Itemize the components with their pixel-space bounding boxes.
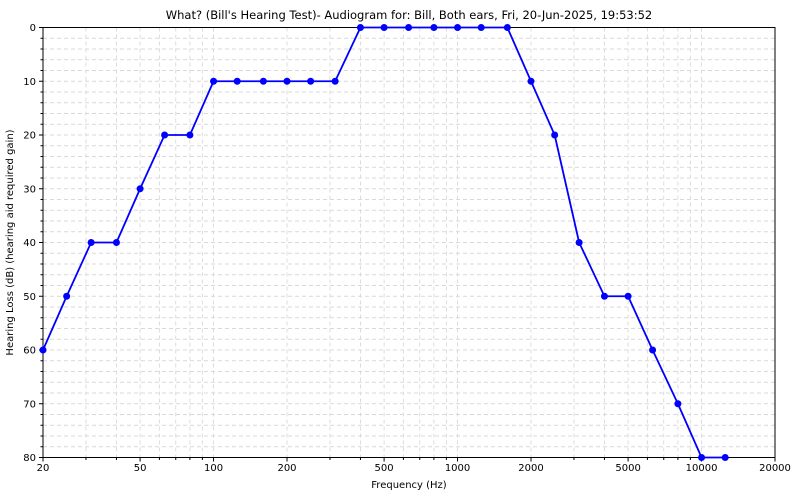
data-point-marker — [39, 346, 47, 354]
data-point-marker — [674, 400, 682, 408]
data-point-marker — [210, 77, 218, 85]
axes: 20 50 100 200 500 1000 2000 5000 10000 20000 0 10 20… — [23, 23, 791, 474]
y-tick-label: 20 — [23, 131, 36, 142]
data-point-marker — [624, 292, 632, 300]
y-tick-label: 60 — [23, 346, 36, 357]
y-axis-label: Hearing Loss (dB) (hearing aid required … — [5, 129, 16, 355]
data-point-marker — [698, 454, 706, 461]
data-point-marker — [307, 77, 315, 85]
data-point-marker — [161, 131, 169, 139]
x-tick-label: 1000 — [445, 463, 470, 474]
data-point-marker — [649, 346, 657, 354]
y-tick-label: 70 — [23, 399, 36, 410]
data-point-marker — [405, 24, 413, 31]
data-point-marker — [503, 24, 511, 31]
x-tick-label: 200 — [277, 463, 296, 474]
data-point-marker — [233, 77, 241, 85]
data-point-marker — [356, 24, 364, 31]
y-tick-label: 80 — [23, 453, 36, 464]
y-tick-label: 50 — [23, 292, 36, 303]
x-tick-label: 50 — [134, 463, 147, 474]
data-point-marker — [600, 292, 608, 300]
data-point-marker — [87, 239, 95, 246]
x-tick-label: 5000 — [615, 463, 640, 474]
y-tick-label: 10 — [23, 77, 36, 88]
data-point-marker — [721, 454, 729, 461]
data-point-marker — [112, 239, 120, 246]
y-tick-label: 40 — [23, 238, 36, 249]
data-point-marker — [283, 77, 291, 85]
x-tick-label: 500 — [375, 463, 394, 474]
data-point-marker — [477, 24, 485, 31]
x-axis-label: Frequency (Hz) — [371, 480, 447, 491]
data-point-marker — [454, 24, 462, 31]
data-point-marker — [380, 24, 388, 31]
x-tick-label: 2000 — [518, 463, 543, 474]
data-point-marker — [551, 131, 559, 139]
y-tick-label: 30 — [23, 184, 36, 195]
data-point-marker — [186, 131, 194, 139]
data-point-marker — [259, 77, 267, 85]
data-point-marker — [136, 185, 144, 193]
data-point-marker — [527, 77, 535, 85]
y-tick-label: 0 — [30, 23, 36, 34]
data-point-marker — [331, 77, 339, 85]
data-point-marker — [63, 292, 71, 300]
hearing-loss-series — [39, 24, 729, 461]
chart-title: What? (Bill's Hearing Test)- Audiogram f… — [166, 8, 652, 22]
x-tick-label: 20 — [37, 463, 50, 474]
grid-lines — [42, 27, 776, 458]
x-tick-label: 100 — [204, 463, 223, 474]
data-point-marker — [575, 239, 583, 246]
x-tick-label: 10000 — [686, 463, 718, 474]
data-point-marker — [430, 24, 438, 31]
x-tick-label: 20000 — [759, 463, 791, 474]
